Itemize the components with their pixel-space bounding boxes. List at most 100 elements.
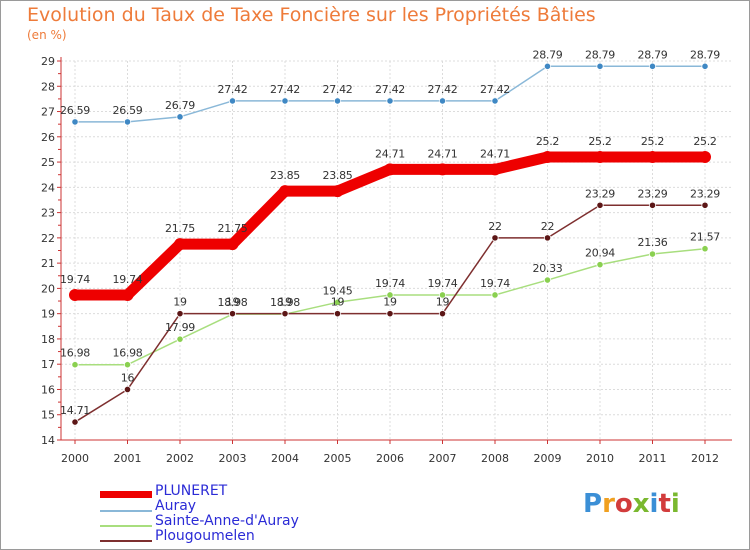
legend-label-plougoumelen: Plougoumelen [155,528,255,544]
data-label: 23.85 [323,169,353,182]
data-label: 19.74 [60,273,90,286]
data-point [386,97,394,105]
legend-item-auray: Auray [100,498,360,514]
logo-letter: i [670,489,680,519]
x-tick-label: 2002 [166,452,194,465]
legend-label-sainte-anne-d-auray: Sainte-Anne-d'Auray [155,513,299,529]
y-axis-unit-label: (en %) [27,28,67,42]
data-label: 18.98 [218,296,248,309]
data-label: 26.59 [113,104,143,117]
data-point [226,238,239,251]
chart-title: Evolution du Taux de Taxe Foncière sur l… [27,4,596,26]
x-tick-label: 2009 [534,452,562,465]
data-label: 27.42 [480,83,510,96]
data-point [176,310,184,318]
data-label: 19 [226,296,240,309]
data-point [648,250,657,258]
axes: 14 15 16 17 18 19 20 21 22 23 24 25 26 27 28 29 2000 2001… [41,55,732,465]
x-tick-label: 2000 [61,452,89,465]
y-tick-label: 22 [41,232,55,245]
data-label: 19 [278,296,292,309]
legend-item-pluneret: PLUNERET [100,483,360,499]
data-label: 23.29 [585,187,615,200]
data-point [333,298,342,306]
data-point [646,151,659,164]
data-point [489,163,501,176]
data-point [648,62,657,70]
data-point [71,361,79,369]
data-point [491,291,499,299]
y-tick-label: 20 [41,282,55,295]
y-tick-label: 25 [41,156,55,169]
y-tick-label: 15 [41,409,55,422]
logo-letter: r [602,489,615,519]
data-point [331,185,344,198]
data-point [543,276,552,284]
data-point [594,151,606,164]
data-label: 16.98 [113,347,143,360]
y-tick-label: 23 [41,207,55,220]
data-point [71,118,79,126]
x-tick-label: 2008 [481,452,509,465]
data-point [543,234,552,242]
data-point [69,288,81,301]
legend-swatch-auray [100,510,152,512]
data-label: 16.98 [60,347,90,360]
logo-letter: x [632,489,650,519]
logo-letter: t [658,489,671,519]
logo-letter: i [649,489,659,519]
data-point [648,201,657,209]
data-label: 19 [436,296,450,309]
data-label: 19.74 [375,277,405,290]
logo-letter: P [583,489,603,519]
legend-label-auray: Auray [155,498,197,514]
y-tick-label: 19 [41,308,55,321]
data-point [596,261,604,269]
data-label: 27.42 [270,83,300,96]
data-label: 19 [383,296,397,309]
data-label: 24.71 [428,147,458,160]
x-tick-label: 2001 [114,452,142,465]
data-label: 27.42 [428,83,458,96]
data-label: 21.57 [690,231,720,244]
data-point [176,113,184,121]
x-tick-label: 2005 [324,452,352,465]
data-point [596,62,604,70]
data-label: 25.2 [536,135,559,148]
data-label: 23.29 [638,187,668,200]
y-tick-label: 21 [41,257,55,270]
legend-item-plougoumelen: Plougoumelen [100,528,360,544]
x-tick-label: 2007 [429,452,457,465]
data-label: 21.36 [638,236,668,249]
legend-swatch-pluneret [100,491,152,498]
data-label: 28.79 [533,48,563,61]
data-label: 19.74 [480,277,510,290]
data-label: 25.2 [693,135,716,148]
grid-lines [61,60,732,441]
data-label: 28.79 [585,48,615,61]
data-point [279,185,291,198]
y-tick-label: 16 [41,383,55,396]
series-lines [69,62,711,426]
data-label: 25.2 [641,135,664,148]
data-point [386,291,394,299]
data-point [123,118,132,126]
x-tick-label: 2006 [376,452,404,465]
data-point [491,97,499,105]
data-point [701,245,709,253]
data-point [438,291,447,299]
data-label: 19.45 [323,284,353,297]
x-tick-label: 2003 [219,452,247,465]
data-label: 26.59 [60,104,90,117]
data-point [438,310,447,318]
data-label: 21.75 [218,222,248,235]
data-point [123,361,132,369]
data-point [699,151,711,164]
y-tick-label: 28 [41,80,55,93]
data-label: 19 [331,296,345,309]
legend-label-pluneret: PLUNERET [155,483,228,499]
data-point [596,201,604,209]
x-tick-label: 2004 [271,452,299,465]
data-label: 20.94 [585,247,615,260]
